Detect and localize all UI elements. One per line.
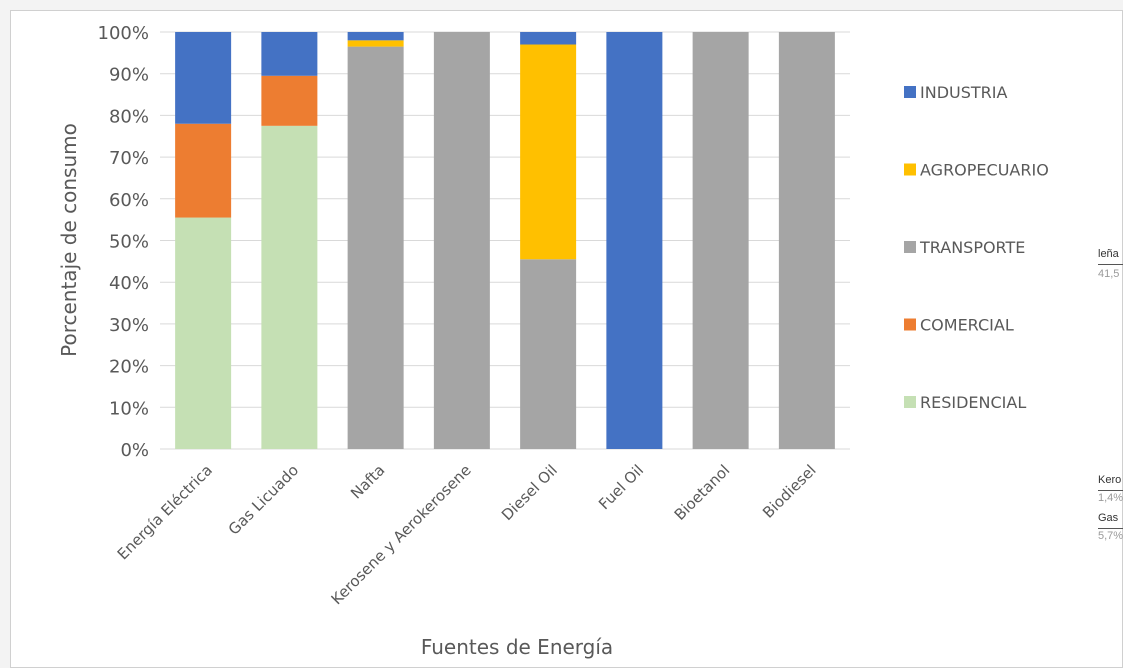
bar-segment [261,32,317,76]
x-tick-label: Kerosene y Aerokerosene [328,461,475,608]
side-value-lena: 41,5 [1098,268,1119,280]
side-value-kero: 1,4% [1098,492,1123,504]
bar-segment [261,126,317,449]
y-tick-label: 60% [109,190,149,211]
x-axis-title: Fuentes de Energía [421,635,613,659]
bar-segment [520,45,576,260]
side-value-gas: 5,7% [1098,530,1123,542]
x-tick-labels: Energía Eléctrica Gas Licuado NaftaKerosen… [114,461,820,608]
bar-segment [175,32,231,124]
y-tick-label: 80% [109,106,149,127]
y-tick-label: 50% [109,232,149,253]
bar-segment [434,32,490,449]
y-tick-label: 0% [120,440,149,461]
y-axis-title: Porcentaje de consumo [57,123,81,357]
legend-label: TRANSPORTE [919,238,1025,257]
bar-segment [175,124,231,218]
bar-segment [520,32,576,45]
bar-segment [693,32,749,449]
x-tick-label: Energía Eléctrica [114,461,216,563]
x-tick-label: Biodiesel [759,461,820,522]
legend-label: RESIDENCIAL [920,393,1026,412]
side-divider [1098,490,1123,491]
side-label-lena: leña [1098,248,1119,260]
x-tick-label: Fuel Oil [595,461,647,513]
x-tick-label: Diesel Oil [498,461,561,524]
bar-segment [175,218,231,449]
legend-swatch [904,241,916,253]
y-tick-label: 100% [98,23,149,44]
legend-swatch [904,164,916,176]
bar-segment [606,32,662,449]
y-tick-label: 10% [109,398,149,419]
x-tick-label: Nafta [347,461,388,502]
y-tick-label: 70% [109,148,149,169]
side-label-kero: Kero [1098,474,1121,486]
y-tick-labels: 0% 10% 20% 30% 40% 50% 60% 70% 80% 90% 100% [98,23,149,461]
legend-swatch [904,86,916,98]
side-divider [1098,264,1123,265]
legend-swatch [904,319,916,331]
y-tick-label: 20% [109,357,149,378]
bar-segment [261,76,317,126]
x-tick-label: Bioetanol [671,461,734,524]
y-tick-label: 40% [109,273,149,294]
bar-segment [779,32,835,449]
side-label-gas: Gas [1098,512,1118,524]
legend-label: AGROPECUARIO [920,161,1049,180]
y-tick-label: 90% [109,65,149,86]
bar-segment [348,40,404,46]
side-divider [1098,528,1123,529]
legend-label: INDUSTRIA [920,83,1007,102]
bar-segment [348,47,404,449]
bar-segment [348,32,404,40]
y-tick-label: 30% [109,315,149,336]
legend-swatch [904,396,916,408]
bar-segment [520,259,576,449]
x-tick-label: Gas Licuado [225,461,302,538]
legend-label: COMERCIAL [920,316,1014,335]
legend: INDUSTRIA AGROPECUARIO TRANSPORTE COMERCIAL… [904,83,1049,412]
